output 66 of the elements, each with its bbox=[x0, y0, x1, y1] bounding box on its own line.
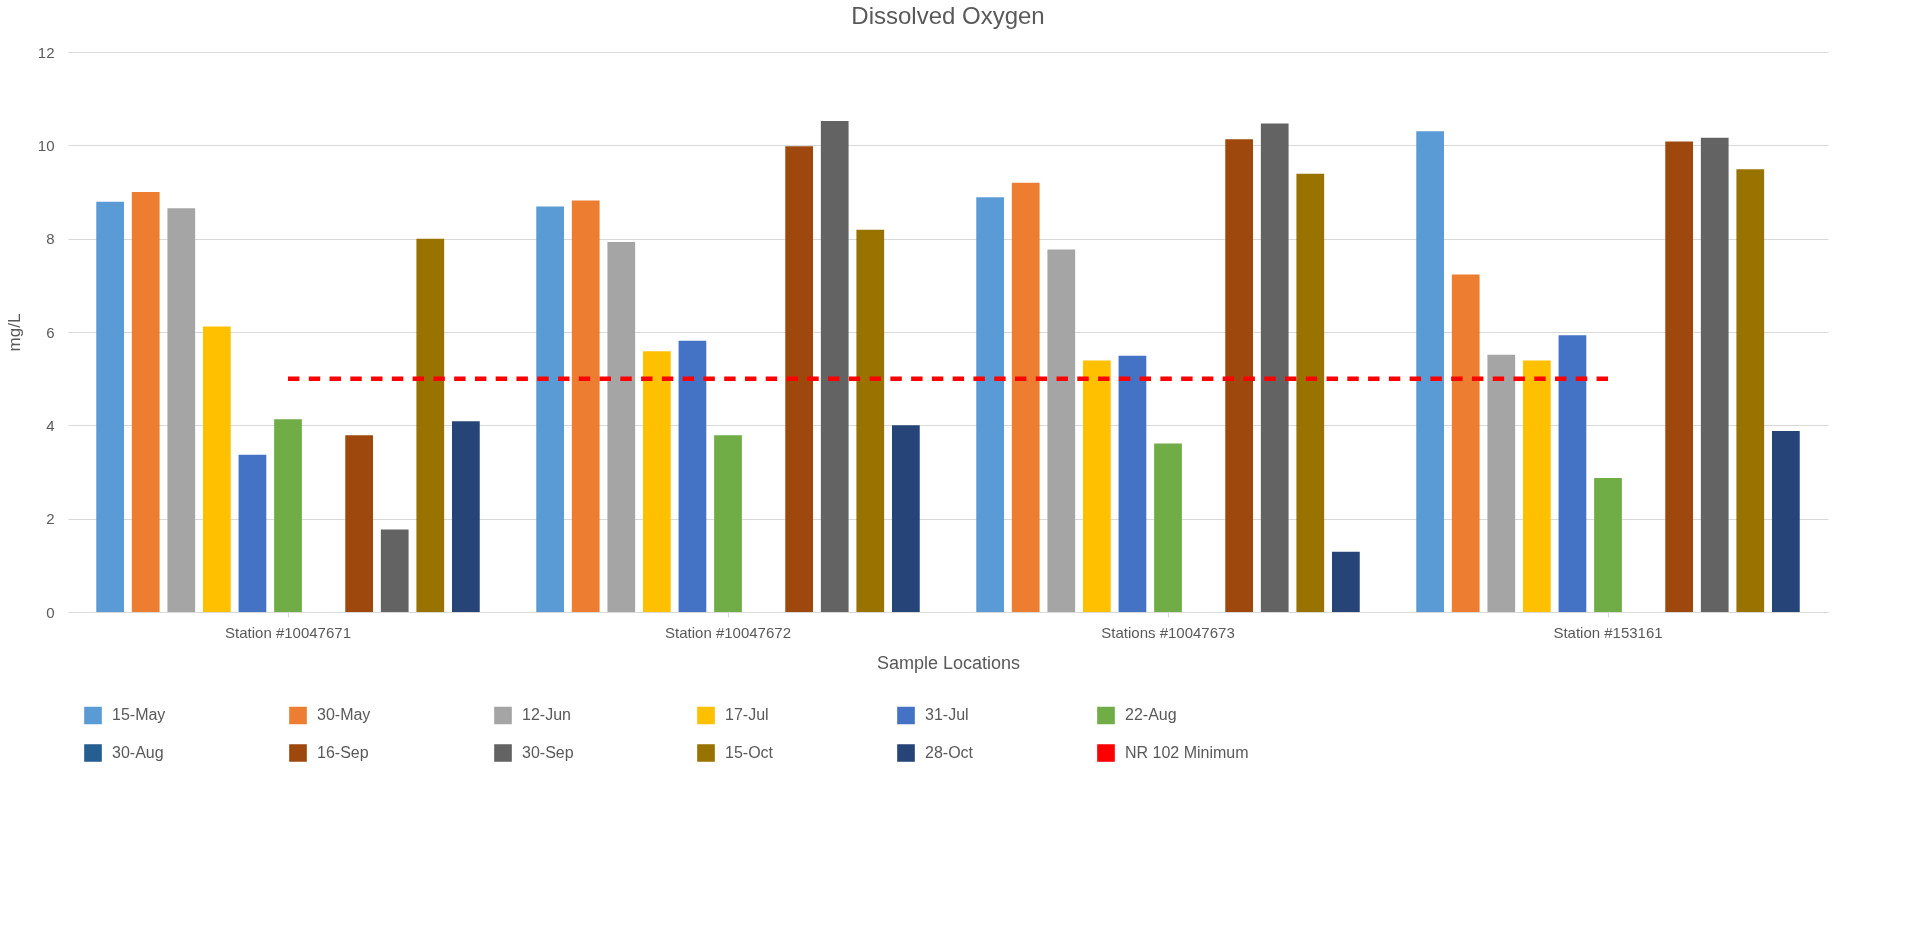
y-tick-label: 8 bbox=[46, 230, 55, 248]
legend-label: 30-Sep bbox=[522, 744, 574, 761]
bar bbox=[1594, 478, 1622, 612]
bar bbox=[238, 454, 267, 612]
bar bbox=[607, 241, 636, 612]
bar bbox=[1154, 443, 1182, 612]
bar bbox=[1082, 360, 1111, 612]
legend-label: 31-Jul bbox=[925, 706, 969, 724]
y-tick-label: 12 bbox=[37, 43, 55, 61]
bar bbox=[571, 200, 600, 612]
bar bbox=[1522, 360, 1551, 612]
legend-label: 30-May bbox=[317, 706, 371, 724]
bar bbox=[1487, 354, 1516, 612]
bar bbox=[1771, 430, 1800, 612]
legend-label: 16-Sep bbox=[317, 744, 369, 761]
bar bbox=[536, 206, 565, 612]
bar bbox=[96, 201, 125, 612]
x-tick-label: Station #10047671 bbox=[225, 623, 351, 641]
bar bbox=[1011, 182, 1040, 612]
bar bbox=[1260, 123, 1289, 612]
legend-label: 15-Oct bbox=[725, 744, 774, 761]
bar bbox=[1700, 137, 1729, 612]
legend-label: 22-Aug bbox=[1125, 706, 1177, 724]
x-tick-label: Station #153161 bbox=[1553, 623, 1663, 641]
bar bbox=[1665, 141, 1694, 612]
bar bbox=[1558, 335, 1587, 612]
y-tick-label: 4 bbox=[46, 416, 55, 434]
bar bbox=[1296, 173, 1325, 612]
y-tick-label: 10 bbox=[37, 136, 55, 154]
x-axis-title: Sample Locations bbox=[876, 652, 1021, 673]
bar bbox=[891, 425, 920, 612]
bar bbox=[678, 340, 707, 612]
bar bbox=[856, 229, 885, 612]
bar bbox=[1736, 169, 1765, 612]
x-tick-label: Station #10047672 bbox=[665, 623, 791, 641]
bar bbox=[642, 351, 671, 612]
legend-label: 30-Aug bbox=[112, 744, 164, 761]
bar bbox=[1416, 131, 1445, 612]
bar bbox=[976, 197, 1005, 612]
bar bbox=[1118, 355, 1147, 612]
bar bbox=[380, 529, 409, 612]
bar bbox=[416, 238, 445, 612]
legend-label: 12-Jun bbox=[522, 706, 571, 724]
bar bbox=[345, 435, 374, 612]
y-axis-title: mg/L bbox=[4, 313, 24, 352]
legend-label: 15-May bbox=[112, 706, 166, 724]
legend-label: NR 102 Minimum bbox=[1125, 744, 1249, 761]
bar bbox=[167, 208, 196, 612]
bar bbox=[785, 146, 814, 612]
y-tick-label: 6 bbox=[46, 323, 55, 341]
x-tick-label: Stations #10047673 bbox=[1101, 623, 1235, 641]
legend-label: 17-Jul bbox=[725, 706, 769, 724]
bar bbox=[820, 121, 849, 612]
legend-label: 28-Oct bbox=[925, 744, 974, 761]
bar bbox=[1225, 139, 1254, 612]
bar bbox=[451, 421, 480, 612]
bar bbox=[131, 192, 160, 612]
y-tick-label: 0 bbox=[46, 603, 55, 621]
bar bbox=[202, 326, 231, 612]
chart-title: Dissolved Oxygen bbox=[851, 2, 1045, 29]
bar bbox=[1451, 274, 1480, 612]
bar bbox=[1331, 551, 1360, 612]
y-tick-label: 2 bbox=[46, 510, 55, 528]
bar bbox=[1047, 249, 1076, 612]
bar bbox=[274, 419, 302, 612]
bar bbox=[714, 435, 742, 612]
